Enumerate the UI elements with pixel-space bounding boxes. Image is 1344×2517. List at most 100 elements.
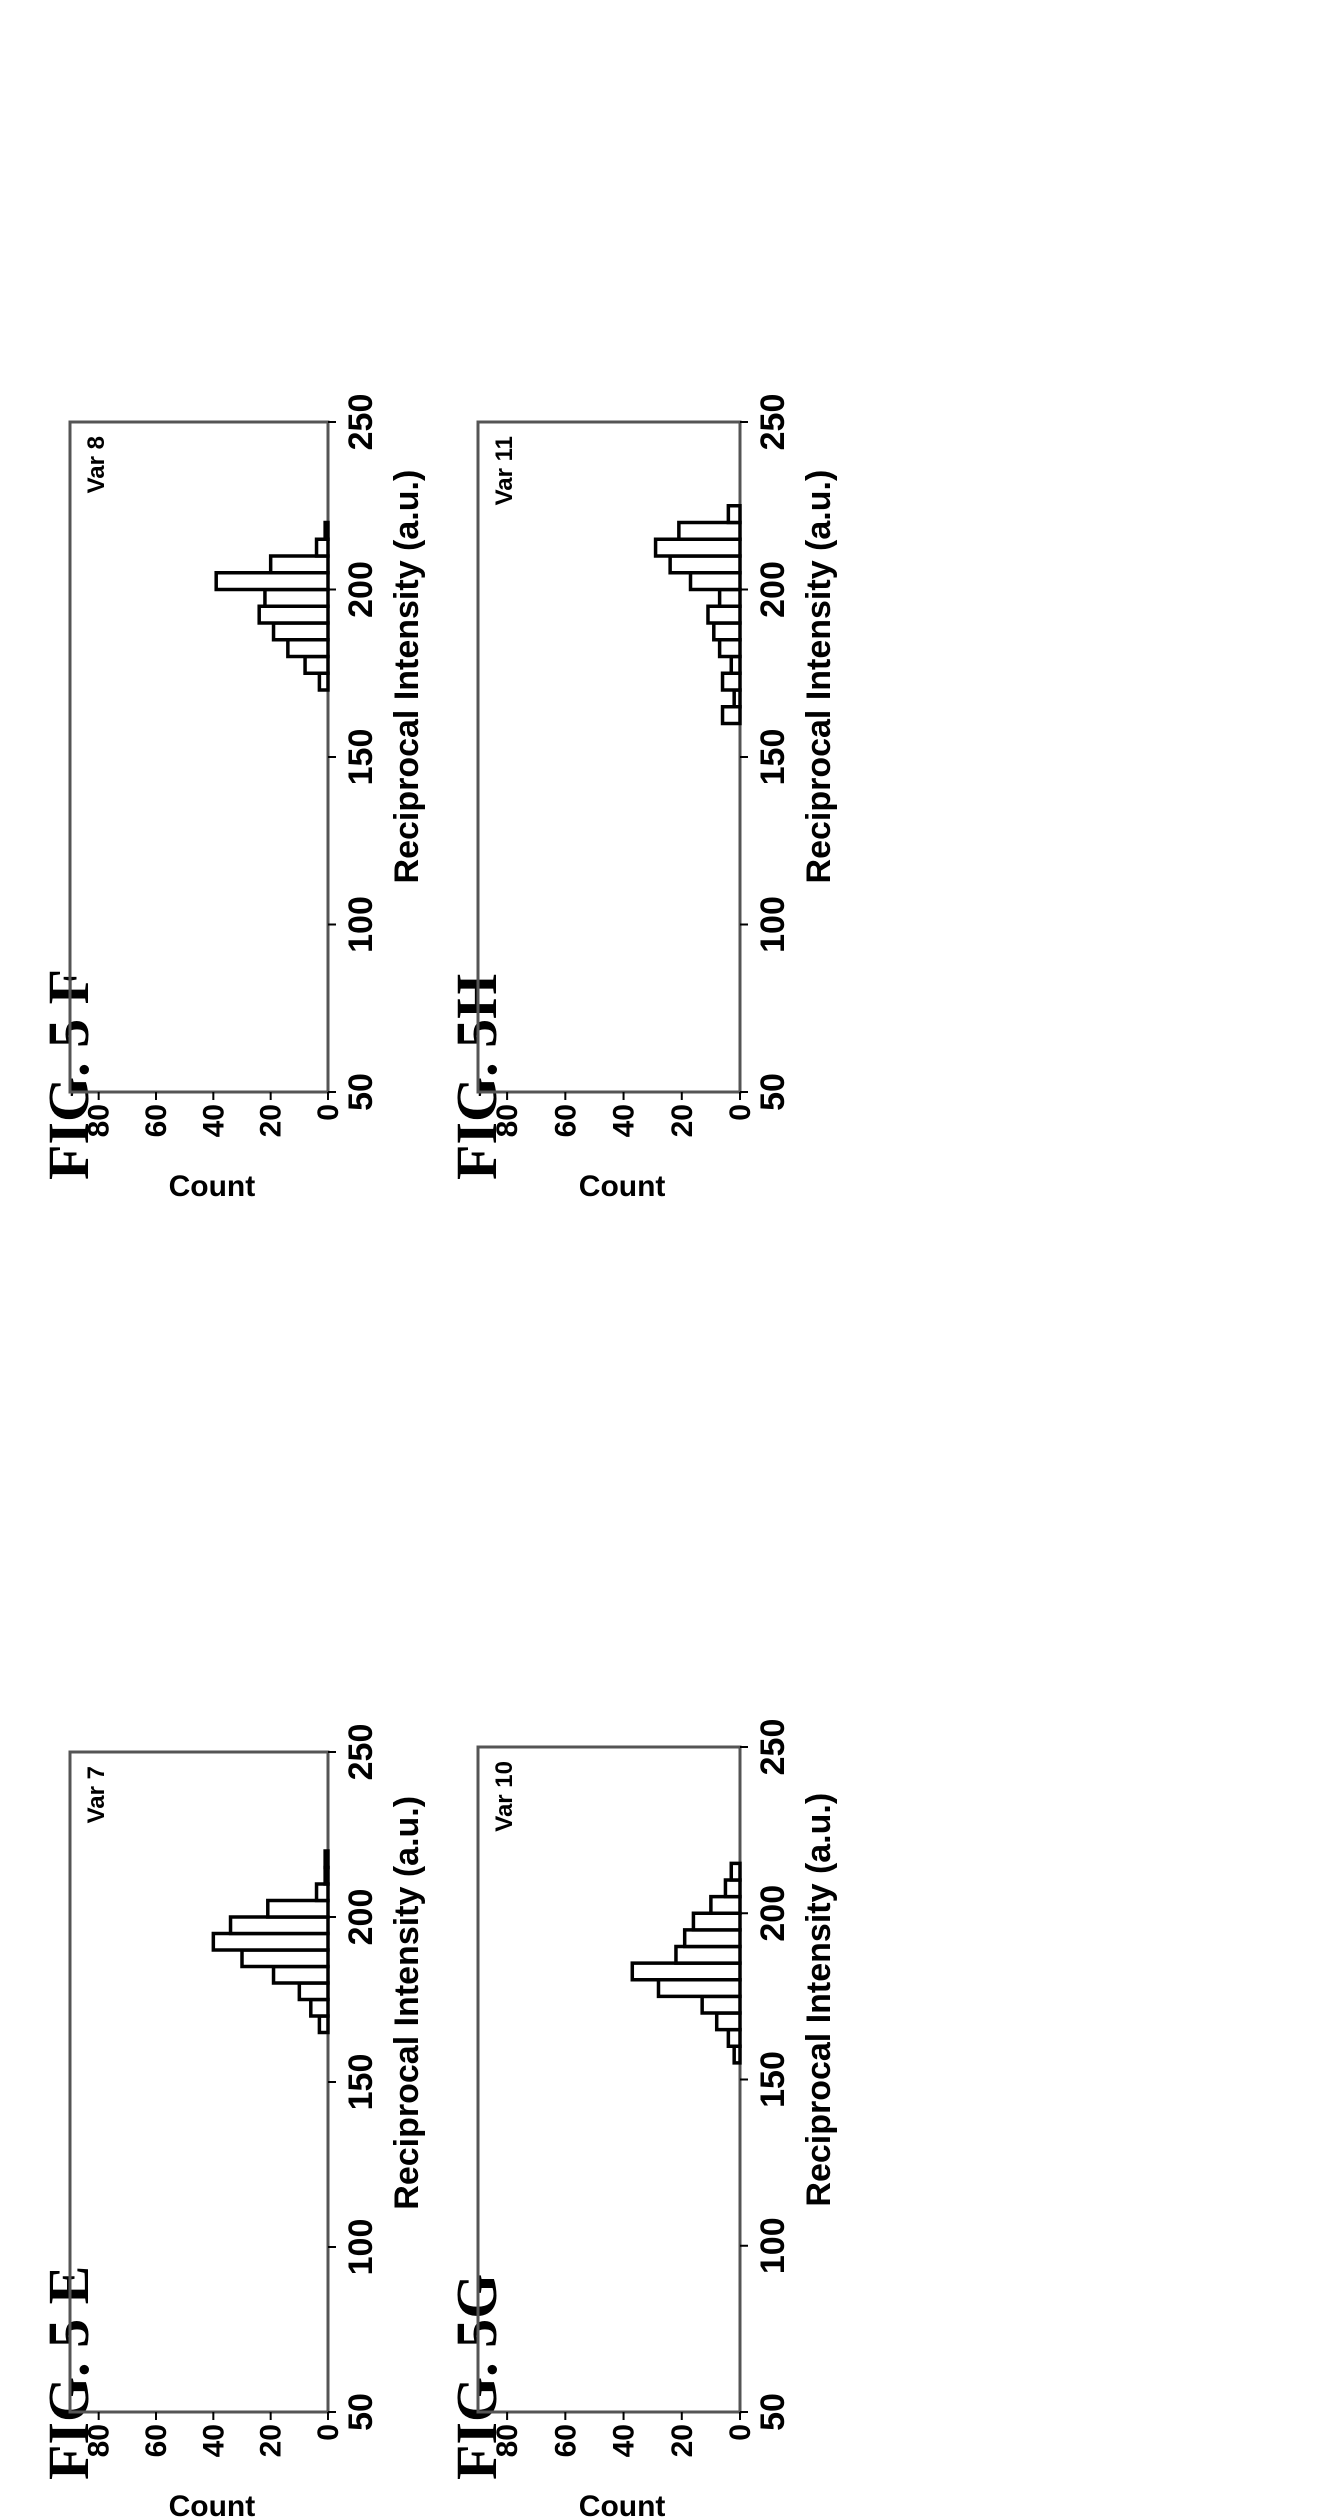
y-tick-label: 60 xyxy=(549,2424,582,2457)
histogram-bar xyxy=(688,571,742,592)
plot-frame xyxy=(68,420,330,1094)
x-tick-label: 50 xyxy=(754,2393,792,2431)
histogram-bar xyxy=(656,1978,742,1999)
y-tick-label: 80 xyxy=(83,1104,116,1137)
histogram-bar xyxy=(723,1878,742,1899)
y-tick-label: 0 xyxy=(312,1104,345,1121)
histogram-bar xyxy=(726,504,742,525)
histogram-bar xyxy=(668,554,742,575)
histogram-bar xyxy=(314,1882,330,1903)
y-axis-title: Count xyxy=(169,2490,256,2517)
histogram-bar xyxy=(286,638,330,659)
x-tick-label: 200 xyxy=(342,561,380,618)
histogram-bar xyxy=(314,537,330,558)
histogram-bar xyxy=(720,705,742,726)
plot-frame xyxy=(476,1745,742,2414)
histogram-bar xyxy=(717,587,742,608)
histogram-bar xyxy=(323,520,330,541)
histogram-bar xyxy=(682,1928,742,1949)
histogram-bar xyxy=(700,1994,742,2015)
x-tick-label: 50 xyxy=(342,1073,380,1111)
y-tick-label: 40 xyxy=(197,2424,230,2457)
fig-5f-chart: 50 100 150 200 250 0 20 40 60 80 Reciprocal Intens… xyxy=(68,394,426,1203)
y-tick-label: 60 xyxy=(549,1104,582,1137)
y-tick-label: 80 xyxy=(83,2424,116,2457)
panel-label: Var 8 xyxy=(83,436,110,493)
histogram-bar xyxy=(317,2014,330,2035)
figure-panels: FIG. 5 E 50100150200250020406080Reciproca… xyxy=(36,394,838,2517)
histogram-bar xyxy=(297,1981,330,2002)
histogram-bar xyxy=(323,1849,330,1870)
y-tick-label: 20 xyxy=(255,1104,288,1137)
panel-label: Var 7 xyxy=(83,1766,110,1823)
x-axis-title: Reciprocal Intensity (a.u.) xyxy=(800,470,838,884)
y-axis-title: Count xyxy=(579,2490,666,2517)
histogram-bar xyxy=(268,554,330,575)
histogram-bar xyxy=(729,1861,742,1882)
histogram-bar xyxy=(211,1931,330,1952)
x-tick-label: 250 xyxy=(342,1724,380,1781)
y-tick-label: 80 xyxy=(491,1104,524,1137)
fig-5g-chart: 50 100 150 200 250 0 20 40 60 80 Reciprocal Intens… xyxy=(476,1719,838,2517)
x-tick-label: 250 xyxy=(342,394,380,451)
histogram-bar xyxy=(317,671,330,692)
y-tick-label: 40 xyxy=(197,1104,230,1137)
histogram-bar xyxy=(691,1911,742,1932)
histogram-bar xyxy=(266,1898,330,1919)
x-axis-title: Reciprocal Intensity (a.u.) xyxy=(388,1796,426,2210)
x-axis-title: Reciprocal Intensity (a.u.) xyxy=(800,1793,838,2207)
y-axis-title: Count xyxy=(579,1170,666,1203)
histogram-bar xyxy=(303,654,330,675)
fig-5h-chart: 50 100 150 200 250 0 20 40 60 80 Reciprocal Intens… xyxy=(476,394,838,1203)
x-tick-label: 50 xyxy=(754,1073,792,1111)
x-tick-label: 200 xyxy=(342,1889,380,1946)
y-tick-label: 20 xyxy=(666,1104,699,1137)
histogram-bar xyxy=(714,2011,742,2032)
y-tick-label: 80 xyxy=(491,2424,524,2457)
panel-label: Var 10 xyxy=(491,1761,518,1832)
y-tick-label: 60 xyxy=(140,1104,173,1137)
fig-5e-chart: 50 100 150 200 250 0 20 40 60 80 Reciprocal Intens… xyxy=(68,1724,426,2517)
x-tick-label: 250 xyxy=(754,1719,792,1776)
histogram-bar xyxy=(271,621,330,642)
x-tick-label: 200 xyxy=(754,561,792,618)
histogram-bar xyxy=(263,587,330,608)
plot-frame xyxy=(68,1750,330,2414)
y-tick-label: 0 xyxy=(724,2424,757,2441)
y-tick-label: 20 xyxy=(666,2424,699,2457)
histogram-bar xyxy=(240,1948,330,1969)
histogram-bar xyxy=(257,604,330,625)
histogram-bar xyxy=(271,1964,330,1985)
histogram-bar xyxy=(706,604,742,625)
histogram-bar xyxy=(732,688,742,709)
x-tick-label: 150 xyxy=(342,2054,380,2111)
x-axis-title: Reciprocal Intensity (a.u.) xyxy=(388,470,426,884)
y-axis-title: Count xyxy=(169,1170,256,1203)
histogram-bar xyxy=(709,1894,742,1915)
y-tick-label: 0 xyxy=(724,1104,757,1121)
x-tick-label: 150 xyxy=(342,729,380,786)
x-tick-label: 150 xyxy=(754,729,792,786)
histogram-bar xyxy=(323,1865,330,1886)
x-tick-label: 100 xyxy=(754,2217,792,2274)
x-tick-label: 100 xyxy=(342,2219,380,2276)
histogram-bar xyxy=(729,654,742,675)
histogram-bar xyxy=(309,1997,330,2018)
histogram-bar xyxy=(717,638,742,659)
y-tick-label: 20 xyxy=(255,2424,288,2457)
y-tick-label: 60 xyxy=(140,2424,173,2457)
y-tick-label: 40 xyxy=(608,2424,641,2457)
x-tick-label: 100 xyxy=(754,896,792,953)
histogram-bar xyxy=(228,1915,330,1936)
histogram-bar xyxy=(732,2044,742,2065)
histogram-bar xyxy=(214,571,330,592)
y-tick-label: 0 xyxy=(312,2424,345,2441)
histogram-bar xyxy=(674,1944,742,1965)
histogram-bar xyxy=(677,520,742,541)
histogram-bar xyxy=(726,2027,742,2048)
x-tick-label: 200 xyxy=(754,1885,792,1942)
x-tick-label: 100 xyxy=(342,896,380,953)
histogram-bar xyxy=(653,537,742,558)
x-tick-label: 150 xyxy=(754,2051,792,2108)
